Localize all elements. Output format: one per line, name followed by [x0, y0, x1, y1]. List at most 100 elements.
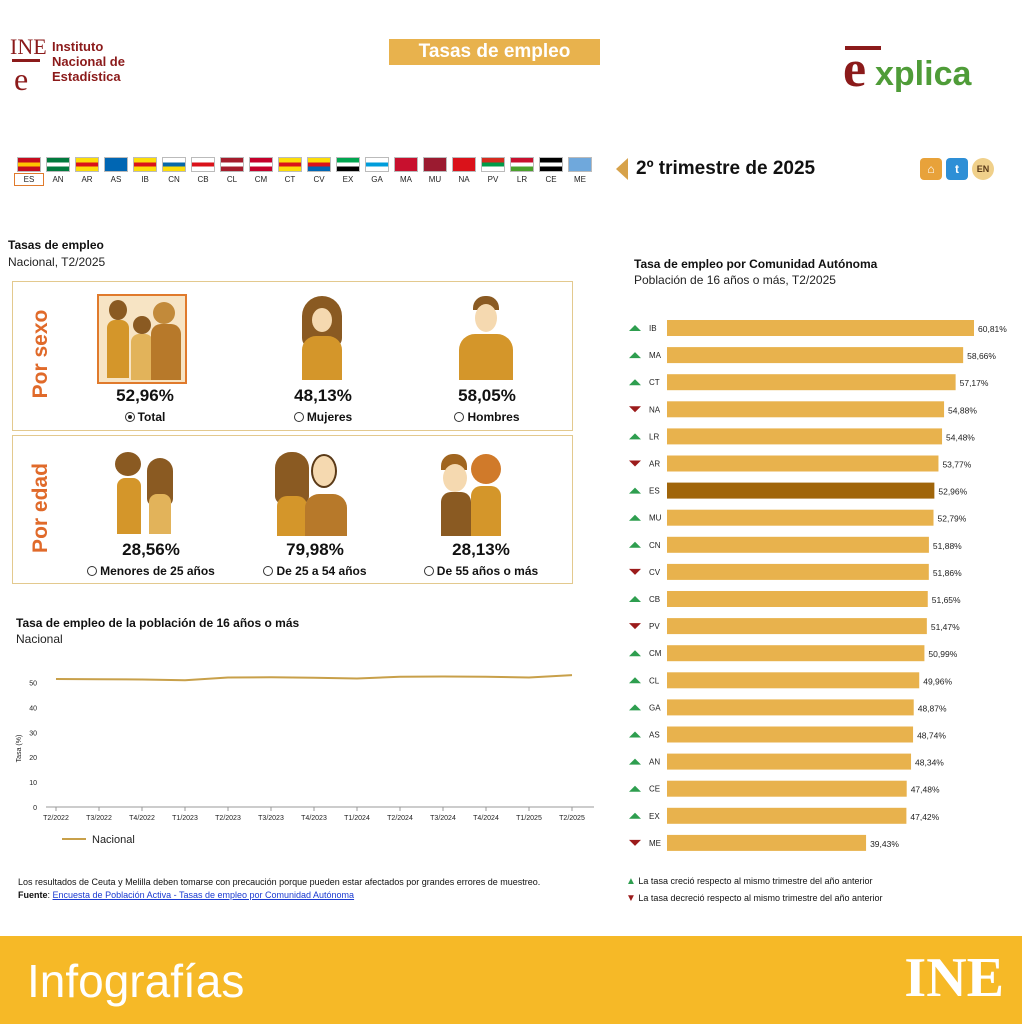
flag-icon[interactable] — [17, 157, 41, 172]
region-flag-ct[interactable]: CT — [275, 157, 305, 184]
region-flag-ex[interactable]: EX — [333, 157, 363, 184]
flag-icon[interactable] — [249, 157, 273, 172]
radio-icon[interactable] — [263, 566, 274, 576]
women-radio[interactable]: Mujeres — [243, 410, 403, 424]
flag-icon[interactable] — [423, 157, 447, 172]
flag-icon[interactable] — [510, 157, 534, 172]
bar-na[interactable] — [667, 401, 945, 418]
flag-icon[interactable] — [133, 157, 157, 172]
bar-es[interactable] — [667, 482, 935, 499]
flag-code: LR — [516, 175, 528, 184]
bar-as[interactable] — [667, 726, 914, 743]
bar-cn[interactable] — [667, 536, 929, 553]
bar-category-label: PV — [649, 622, 660, 631]
flag-icon[interactable] — [568, 157, 592, 172]
flag-icon[interactable] — [278, 157, 302, 172]
page-title: Tasas de empleo — [389, 39, 600, 65]
25-54-radio[interactable]: De 25 a 54 años — [235, 564, 395, 578]
source-link[interactable]: Encuesta de Población Activa - Tasas de … — [52, 890, 355, 900]
flag-icon[interactable] — [452, 157, 476, 172]
twitter-icon[interactable]: t — [946, 158, 968, 180]
bar-mu[interactable] — [667, 509, 934, 526]
region-flag-ar[interactable]: AR — [72, 157, 102, 184]
bar-cv[interactable] — [667, 563, 929, 580]
explica-logo[interactable]: e xplica — [843, 36, 993, 100]
trend-up-icon — [629, 541, 641, 548]
bar-cl[interactable] — [667, 672, 920, 689]
radio-icon[interactable] — [423, 566, 434, 576]
senior-figure-icon[interactable] — [437, 450, 527, 540]
over55-radio[interactable]: De 55 años o más — [401, 564, 561, 578]
bar-me[interactable] — [667, 834, 867, 851]
region-flag-ib[interactable]: IB — [130, 157, 160, 184]
men-radio[interactable]: Hombres — [407, 410, 567, 424]
flag-icon[interactable] — [481, 157, 505, 172]
flag-code: NA — [458, 175, 470, 184]
flag-icon[interactable] — [162, 157, 186, 172]
region-flag-na[interactable]: NA — [449, 157, 479, 184]
region-flag-cm[interactable]: CM — [246, 157, 276, 184]
bar-lr[interactable] — [667, 428, 943, 445]
region-flag-me[interactable]: ME — [565, 157, 595, 184]
region-flag-mu[interactable]: MU — [420, 157, 450, 184]
flag-icon[interactable] — [365, 157, 389, 172]
bar-an[interactable] — [667, 753, 912, 770]
flag-icon[interactable] — [394, 157, 418, 172]
trend-up-icon — [629, 731, 641, 738]
radio-icon[interactable] — [454, 412, 465, 422]
region-flag-lr[interactable]: LR — [507, 157, 537, 184]
region-flag-ce[interactable]: CE — [536, 157, 566, 184]
home-icon[interactable]: ⌂ — [920, 158, 942, 180]
flag-icon[interactable] — [46, 157, 70, 172]
flag-icon[interactable] — [191, 157, 215, 172]
total-figure-icon[interactable] — [97, 294, 187, 384]
men-figure-icon[interactable] — [443, 294, 533, 384]
bar-category-label: AS — [649, 731, 660, 740]
young-figure-icon[interactable] — [107, 450, 197, 540]
bar-value-label: 52,79% — [938, 514, 967, 524]
total-radio[interactable]: Total — [65, 410, 225, 424]
region-flag-pv[interactable]: PV — [478, 157, 508, 184]
sample-note: Los resultados de Ceuta y Melilla deben … — [18, 877, 541, 887]
under25-radio[interactable]: Menores de 25 años — [71, 564, 231, 578]
flag-icon[interactable] — [336, 157, 360, 172]
trend-up-icon — [629, 514, 641, 521]
region-flag-es[interactable]: ES — [14, 157, 44, 186]
flag-icon[interactable] — [220, 157, 244, 172]
women-figure-icon[interactable] — [278, 294, 368, 384]
ine-logo[interactable]: INE e Instituto Nacional de Estadística — [10, 36, 160, 100]
bar-ma[interactable] — [667, 347, 964, 364]
region-flag-cb[interactable]: CB — [188, 157, 218, 184]
bar-ex[interactable] — [667, 807, 907, 824]
region-flag-ma[interactable]: MA — [391, 157, 421, 184]
prev-period-arrow-icon[interactable] — [616, 158, 628, 180]
bar-pv[interactable] — [667, 618, 927, 635]
footer-ine-logo[interactable]: INE — [904, 947, 1004, 1009]
flag-code: IB — [141, 175, 149, 184]
region-flag-an[interactable]: AN — [43, 157, 73, 184]
bar-ce[interactable] — [667, 780, 907, 797]
flag-icon[interactable] — [75, 157, 99, 172]
bar-cb[interactable] — [667, 591, 928, 607]
language-en-icon[interactable]: EN — [972, 158, 994, 180]
flag-icon[interactable] — [104, 157, 128, 172]
radio-icon[interactable] — [87, 566, 98, 576]
bar-category-label: CM — [649, 649, 662, 658]
region-flag-cl[interactable]: CL — [217, 157, 247, 184]
bar-ct[interactable] — [667, 374, 956, 391]
flag-code: AR — [81, 175, 93, 184]
region-flag-cn[interactable]: CN — [159, 157, 189, 184]
region-flag-cv[interactable]: CV — [304, 157, 334, 184]
flag-icon[interactable] — [307, 157, 331, 172]
flag-icon[interactable] — [539, 157, 563, 172]
bar-ga[interactable] — [667, 699, 914, 716]
bar-ib[interactable] — [667, 320, 974, 336]
radio-icon[interactable] — [293, 412, 304, 422]
region-flag-ga[interactable]: GA — [362, 157, 392, 184]
bar-cm[interactable] — [667, 645, 925, 662]
adult-figure-icon[interactable] — [271, 450, 361, 540]
bar-category-label: EX — [649, 812, 660, 821]
region-flag-as[interactable]: AS — [101, 157, 131, 184]
bar-ar[interactable] — [667, 455, 939, 472]
radio-icon[interactable] — [124, 412, 135, 422]
